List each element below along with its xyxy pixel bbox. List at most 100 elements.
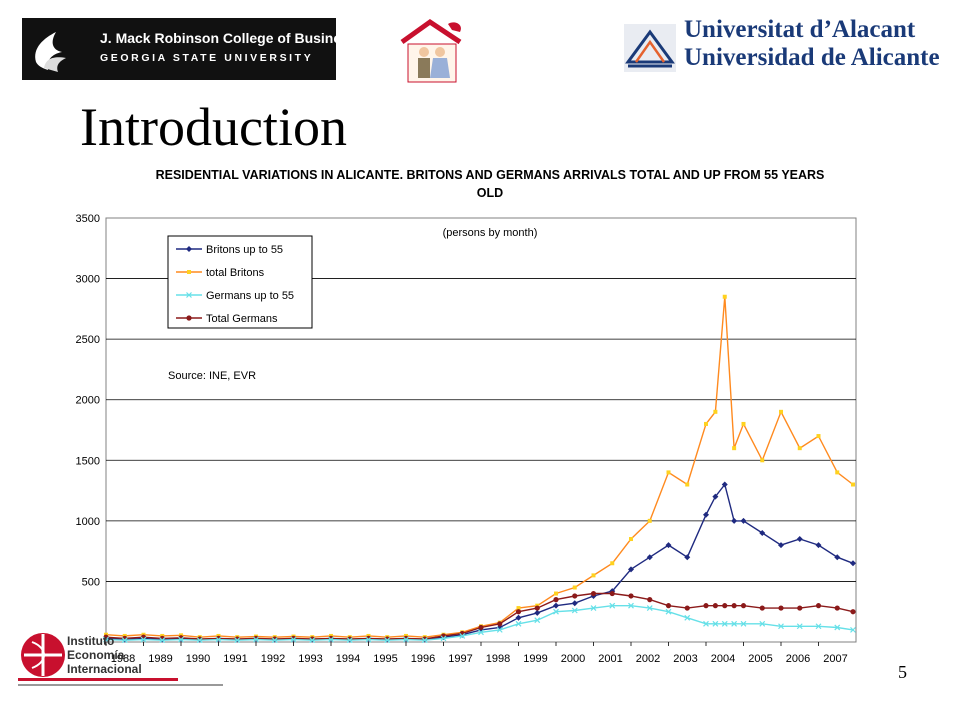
data-point [721,620,728,627]
iei-globe-icon [21,633,65,677]
data-point [834,605,840,611]
x-tick-label: 2005 [748,653,772,665]
data-point [712,493,719,500]
data-point [703,620,709,627]
data-point [850,609,856,615]
data-point [609,590,615,597]
data-point [740,620,747,627]
data-point [731,517,738,524]
data-point [496,626,503,633]
data-point [421,637,428,644]
data-point [731,603,737,609]
data-point [516,606,521,611]
slide-title: Introduction [80,97,347,157]
data-point [515,614,522,621]
data-point [740,517,747,524]
data-point [778,542,784,549]
y-tick-label: 2500 [76,334,100,346]
x-tick-label: 1989 [148,653,172,665]
legend-label: Germans up to 55 [206,290,294,302]
legend-label: Total Germans [206,313,278,325]
data-point [478,629,484,636]
iei-line-3: Internacional [67,662,142,676]
data-point [590,605,597,612]
gsu-logo [22,18,336,80]
data-point [665,608,672,615]
data-point [815,542,822,549]
data-point [740,603,747,609]
legend-marker [186,292,192,298]
x-tick-label: 2001 [598,653,622,665]
y-tick-label: 3500 [76,213,100,225]
legend-label: total Britons [206,267,265,279]
ua-name-valencian: Universitat d’Alacant [684,16,916,43]
data-point [534,617,541,624]
gsu-flame-icon [35,32,66,72]
data-point [666,470,671,475]
data-point [851,482,855,487]
x-tick-label: 1994 [336,653,360,665]
y-tick-label: 1000 [76,516,100,528]
y-tick-label: 3000 [76,274,100,286]
data-point [647,597,653,603]
data-point [328,636,334,643]
iei-line-2: Economía [67,648,125,662]
data-point [704,421,708,426]
data-point [850,626,856,633]
data-point [628,593,634,599]
data-point [553,602,559,609]
data-point [722,294,727,299]
data-point [647,518,652,523]
data-point [684,554,691,561]
data-point [290,636,297,643]
data-point [628,566,634,573]
data-point [234,637,241,644]
legend-label: Britons up to 55 [206,244,283,256]
x-tick-label: 1988 [111,653,135,665]
data-point [571,607,578,614]
series-germans55 [103,602,856,644]
elderly-couple-house-icon [400,18,462,83]
x-tick-label: 2000 [561,653,585,665]
data-point [712,603,718,609]
data-point [779,409,783,414]
data-point [384,637,391,644]
data-point [834,554,841,561]
data-point [534,605,540,611]
legend-marker [186,246,192,252]
legend: Britons up to 55 total Britons Germans up … [167,235,313,329]
data-point [534,609,541,616]
data-point [271,637,278,644]
y-tick-label: 2000 [76,395,100,407]
x-tick-label: 2003 [673,653,697,665]
page-number: 5 [898,662,907,682]
data-point [140,636,147,643]
data-point [759,620,766,627]
x-tick-label: 1992 [261,653,285,665]
data-point [721,481,728,488]
data-point [610,561,615,566]
x-tick-label: 2002 [636,653,660,665]
data-point [835,470,840,475]
x-tick-label: 1996 [411,653,435,665]
data-point [797,605,803,611]
data-point [553,597,559,603]
x-tick-label: 1990 [186,653,210,665]
data-point [215,636,222,643]
data-point [797,446,802,451]
data-point [850,560,856,567]
data-point [732,446,737,451]
data-point [665,542,672,549]
series-lines [103,294,856,644]
data-point [665,603,672,609]
data-point [253,636,259,643]
data-point [796,536,803,543]
data-point [703,511,709,518]
x-tick-label: 1991 [223,653,247,665]
data-point [834,624,841,631]
data-point [796,623,803,630]
data-point [591,573,596,578]
data-point [759,529,766,536]
data-point [440,635,447,642]
data-point [722,603,728,609]
